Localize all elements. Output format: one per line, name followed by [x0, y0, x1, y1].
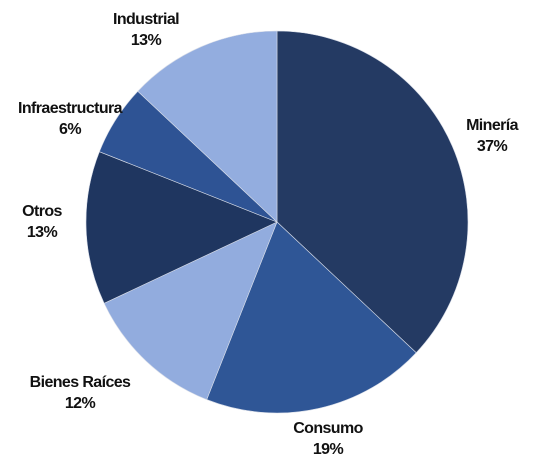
slice-label-value: 6% [59, 121, 81, 138]
slice-label: Minería 37% [466, 117, 519, 155]
pie-slices [85, 30, 469, 414]
slice-label-name: Infraestructura [18, 100, 123, 117]
pie-slice-bienes-raices [103, 221, 278, 400]
slice-label: Infraestructura 6% [18, 100, 123, 138]
slice-label-value: 19% [313, 441, 344, 456]
slice-label: Bienes Raíces 12% [30, 374, 131, 412]
slice-label: Consumo 19% [293, 420, 363, 456]
slice-label: Otros 13% [22, 203, 62, 241]
slice-label-value: 13% [27, 224, 58, 241]
slice-label-name: Consumo [293, 420, 363, 437]
pie-slice-industrial [137, 30, 278, 223]
slice-label-value: 13% [131, 32, 162, 49]
pie-slice-mineria [276, 30, 469, 354]
slice-label-value: 12% [65, 395, 96, 412]
slice-label-name: Otros [22, 203, 62, 220]
slice-label: Industrial 13% [113, 11, 179, 49]
slice-label-name: Minería [466, 117, 519, 134]
pie-slice-otros [85, 151, 278, 304]
slice-label-name: Bienes Raíces [30, 374, 131, 391]
slice-label-value: 37% [477, 138, 508, 155]
pie-labels: Minería 37% Consumo 19% Bienes Raíces 12% Otro… [18, 11, 519, 456]
slice-label-name: Industrial [113, 11, 179, 28]
pie-slice-consumo [206, 221, 417, 414]
